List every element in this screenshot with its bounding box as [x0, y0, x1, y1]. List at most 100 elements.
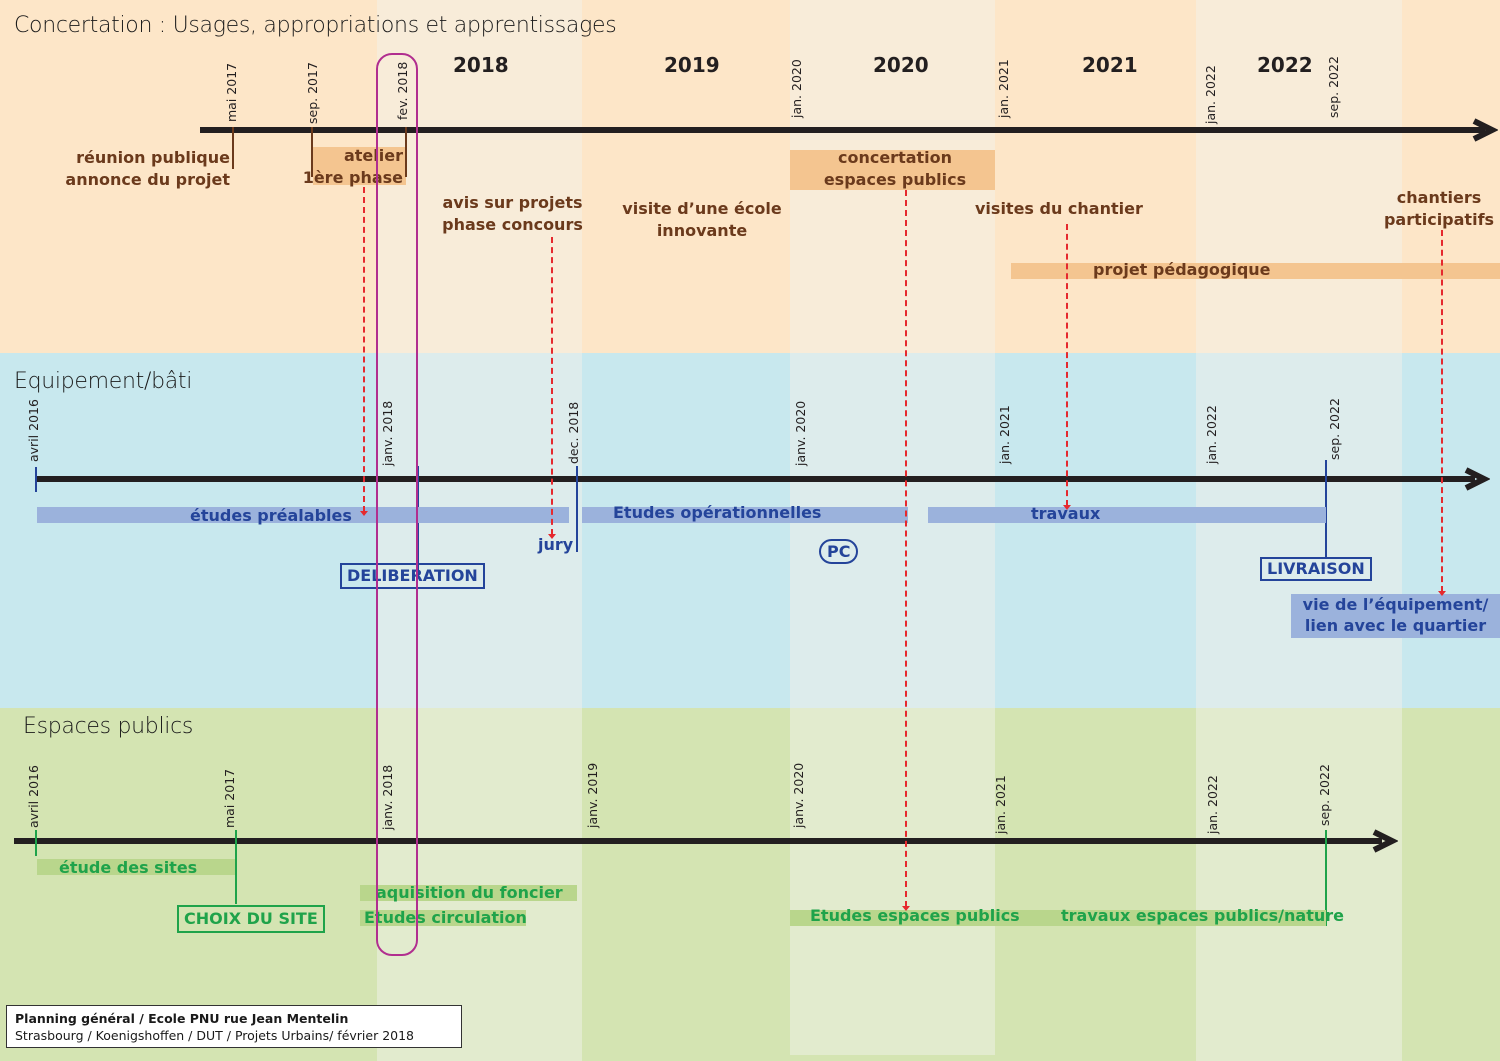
etudes-prealables-bar	[37, 507, 569, 523]
visite-line2: innovante	[656, 221, 748, 240]
etude-sites-bar	[37, 859, 235, 875]
jury-label: jury	[538, 535, 574, 554]
tick-label: mai 2017	[224, 62, 239, 122]
concertation-ep-line2: espaces publics	[823, 170, 967, 189]
timeline-axis-espaces	[14, 838, 1382, 844]
year-column-2020-equipement	[790, 353, 995, 708]
travaux-bar	[928, 507, 1326, 523]
chantiers-participatifs-label: chantiers participatifs	[1380, 187, 1498, 231]
etudes-circulation-label: Etudes circulation	[364, 908, 527, 927]
link-chantiers-to-vie	[1438, 230, 1446, 596]
tick-label: janv. 2020	[793, 400, 808, 466]
tick-label: jan. 2022	[1205, 775, 1220, 834]
year-column-2020-espaces	[790, 708, 995, 1055]
etudes-operationnelles-label: Etudes opérationnelles	[613, 503, 822, 522]
atelier-bar	[313, 147, 406, 185]
footer-box: Planning général / Ecole PNU rue Jean Me…	[6, 1005, 462, 1048]
tick-avril-2016	[35, 467, 37, 492]
reunion-line2: annonce du projet	[65, 170, 230, 189]
tick-label: sep. 2022	[1326, 56, 1341, 118]
footer-title: Planning général / Ecole PNU rue Jean Me…	[15, 1011, 349, 1026]
year-label-2018: 2018	[453, 53, 509, 77]
tick-label: sep. 2022	[1327, 398, 1342, 460]
concertation-espaces-publics-label: concertation espaces publics	[790, 147, 1000, 191]
etudes-prealables-label: études préalables	[190, 506, 352, 525]
vie-line2: lien avec le quartier	[1304, 616, 1487, 635]
projet-pedagogique-label: projet pédagogique	[1093, 260, 1271, 279]
vie-equipement-bar	[1291, 594, 1500, 638]
tick-label: mai 2017	[222, 768, 237, 828]
tick-fev-2018	[405, 127, 407, 177]
etudes-espaces-publics-label: Etudes espaces publics	[810, 906, 1020, 925]
year-column-2022-concertation	[1196, 0, 1402, 353]
vie-line1: vie de l’équipement/	[1302, 595, 1489, 614]
reunion-publique-label: réunion publique annonce du projet	[65, 147, 230, 191]
equipement-title: Equipement/bâti	[14, 369, 193, 394]
chantiers-line2: participatifs	[1383, 210, 1495, 229]
visites-chantier-label: visites du chantier	[975, 199, 1143, 218]
aquisition-foncier-bar	[360, 885, 577, 901]
link-visites-to-travaux	[1063, 224, 1071, 510]
tick-sep-2017	[311, 127, 313, 177]
tick-avril-2016	[35, 830, 37, 856]
year-label-2022: 2022	[1257, 53, 1313, 77]
timeline-axis-equipement	[35, 476, 1475, 482]
tick-label: jan. 2020	[789, 59, 804, 118]
choix-site-box: CHOIX DU SITE	[177, 905, 325, 933]
deliberation-highlight-outline	[376, 53, 418, 956]
avis-line1: avis sur projets	[442, 193, 583, 212]
concertation-ep-line1: concertation	[837, 148, 953, 167]
avis-line2: phase concours	[442, 215, 583, 234]
travaux-label: travaux	[1031, 504, 1101, 523]
tick-label: avril 2016	[26, 765, 41, 828]
tick-label: janv. 2019	[585, 762, 600, 828]
deliberation-box: DELIBERATION	[340, 563, 485, 589]
link-avis-to-jury	[548, 237, 556, 539]
tick-label: jan. 2021	[993, 775, 1008, 834]
choix-site-line	[235, 830, 237, 904]
pc-badge: PC	[819, 539, 859, 564]
aquisition-foncier-label: aquisition du foncier	[376, 883, 563, 902]
travaux-espaces-publics-label: travaux espaces publics/nature	[1061, 906, 1344, 925]
atelier-line1: atelier	[343, 146, 403, 165]
visite-line1: visite d’une école	[622, 199, 782, 218]
tick-label: janv. 2020	[791, 762, 806, 828]
link-atelier-to-etudes	[360, 187, 368, 516]
reunion-line1: réunion publique	[76, 148, 230, 167]
tick-label: jan. 2022	[1203, 65, 1218, 124]
visite-ecole-label: visite d’une école innovante	[612, 198, 792, 242]
year-label-2019: 2019	[664, 53, 720, 77]
tick-label: jan. 2021	[996, 59, 1011, 118]
arrowhead-icon	[1372, 829, 1398, 853]
avis-projets-label: avis sur projets phase concours	[430, 192, 595, 236]
link-concertation-to-etudes-ep	[902, 190, 910, 911]
tick-label: dec. 2018	[566, 401, 581, 464]
etudes-operationnelles-bar	[582, 507, 908, 523]
year-column-2022-equipement	[1196, 353, 1402, 708]
chantiers-line1: chantiers	[1396, 188, 1482, 207]
arrowhead-icon	[1472, 118, 1498, 142]
tick-mai-2017	[232, 127, 234, 169]
espaces-publics-title: Espaces publics	[23, 714, 194, 739]
year-column-2018-equipement	[377, 353, 582, 708]
livraison-line	[1325, 460, 1327, 558]
footer-subtitle: Strasbourg / Koenigshoffen / DUT / Proje…	[15, 1028, 415, 1043]
etudes-circulation-bar	[360, 910, 526, 926]
timeline-axis-concertation	[200, 127, 1485, 133]
etudes-espaces-publics-bar	[790, 910, 1326, 926]
concertation-espaces-publics-bar	[790, 150, 995, 190]
tick-dec-2018	[576, 466, 578, 552]
projet-pedagogique-bar	[1011, 263, 1500, 279]
tick-sep-2022	[1325, 830, 1327, 926]
tick-label: jan. 2021	[997, 405, 1012, 464]
year-column-2022-espaces	[1196, 708, 1402, 1061]
arrowhead-icon	[1464, 467, 1490, 491]
year-label-2021: 2021	[1082, 53, 1138, 77]
tick-label: sep. 2022	[1317, 764, 1332, 826]
concertation-title: Concertation : Usages, appropriations et…	[14, 13, 617, 38]
tick-label: jan. 2022	[1204, 405, 1219, 464]
livraison-box: LIVRAISON	[1260, 557, 1372, 581]
year-label-2020: 2020	[873, 53, 929, 77]
tick-label: avril 2016	[26, 399, 41, 462]
vie-equipement-label: vie de l’équipement/ lien avec le quarti…	[1291, 594, 1500, 636]
